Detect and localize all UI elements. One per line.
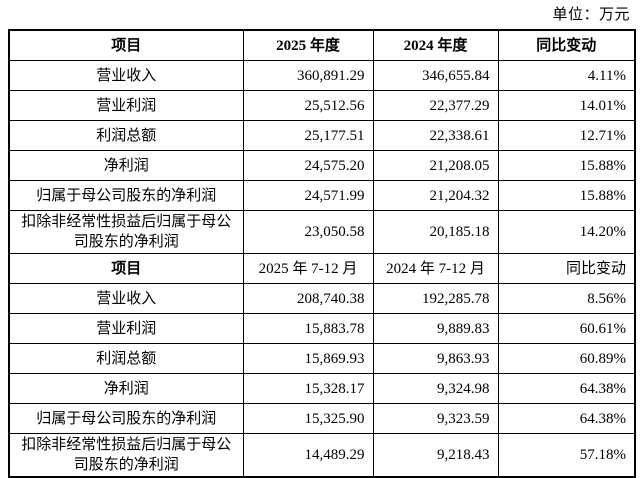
change-value-cell: 14.20% — [497, 210, 636, 254]
current-value-cell: 14,489.29 — [242, 433, 374, 478]
change-value-cell: 4.11% — [497, 60, 636, 91]
header-cell: 2025 年度 — [242, 29, 374, 61]
table-row: 营业收入 360,891.29 346,655.84 4.11% — [8, 60, 636, 91]
half-year-header-row: 项目 2025 年 7-12 月 2024 年 7-12 月同比变动 — [8, 253, 636, 284]
prior-value-cell: 9,323.59 — [372, 403, 499, 434]
current-value-cell: 15,328.17 — [242, 373, 374, 404]
table-row: 归属于母公司股东的净利润 24,571.99 21,204.32 15.88% — [8, 180, 636, 211]
annual-header-row: 项目 2025 年度 2024 年度 同比变动 — [8, 29, 636, 61]
current-value-cell: 24,571.99 — [242, 180, 374, 211]
item-cell: 扣除非经常性损益后归属于母公司股东的净利润 — [8, 210, 244, 254]
table-row: 净利润 24,575.20 21,208.05 15.88% — [8, 150, 636, 181]
header-cell: 同比变动 — [497, 253, 636, 284]
table-row: 营业利润 15,883.78 9,889.83 60.61% — [8, 313, 636, 344]
change-value-cell: 64.38% — [497, 403, 636, 434]
item-cell: 归属于母公司股东的净利润 — [8, 403, 244, 434]
item-cell: 营业利润 — [8, 90, 244, 121]
change-value-cell: 15.88% — [497, 150, 636, 181]
change-value-cell: 64.38% — [497, 373, 636, 404]
prior-value-cell: 9,324.98 — [372, 373, 499, 404]
current-value-cell: 23,050.58 — [242, 210, 374, 254]
table-row: 扣除非经常性损益后归属于母公司股东的净利润 23,050.58 20,185.18 1… — [8, 210, 636, 254]
change-value-cell: 14.01% — [497, 90, 636, 121]
item-cell: 净利润 — [8, 150, 244, 181]
current-value-cell: 15,325.90 — [242, 403, 374, 434]
table-row: 净利润 15,328.17 9,324.98 64.38% — [8, 373, 636, 404]
table-row: 扣除非经常性损益后归属于母公司股东的净利润 14,489.29 9,218.43 57… — [8, 433, 636, 478]
financial-table: 项目 2025 年度 2024 年度 同比变动 营业收入 360,891.29 346,65… — [8, 29, 636, 478]
change-value-cell: 12.71% — [497, 120, 636, 151]
table-row: 营业利润 25,512.56 22,377.29 14.01% — [8, 90, 636, 121]
change-value-cell: 15.88% — [497, 180, 636, 211]
item-cell: 归属于母公司股东的净利润 — [8, 180, 244, 211]
current-value-cell: 360,891.29 — [242, 60, 374, 91]
current-value-cell: 15,869.93 — [242, 343, 374, 374]
header-cell: 项目 — [8, 29, 244, 61]
change-value-cell: 8.56% — [497, 283, 636, 314]
prior-value-cell: 9,863.93 — [372, 343, 499, 374]
item-cell: 利润总额 — [8, 120, 244, 151]
table-row: 归属于母公司股东的净利润 15,325.90 9,323.59 64.38% — [8, 403, 636, 434]
current-value-cell: 25,177.51 — [242, 120, 374, 151]
item-cell: 营业收入 — [8, 283, 244, 314]
prior-value-cell: 9,889.83 — [372, 313, 499, 344]
header-cell: 同比变动 — [497, 29, 636, 61]
header-cell: 项目 — [8, 253, 244, 284]
header-cell: 2024 年 7-12 月 — [372, 253, 499, 284]
header-cell: 2025 年 7-12 月 — [242, 253, 374, 284]
unit-label: 单位：万元 — [552, 7, 630, 23]
table-row: 利润总额 15,869.93 9,863.93 60.89% — [8, 343, 636, 374]
change-value-cell: 57.18% — [497, 433, 636, 478]
current-value-cell: 24,575.20 — [242, 150, 374, 181]
prior-value-cell: 22,338.61 — [372, 120, 499, 151]
current-value-cell: 25,512.56 — [242, 90, 374, 121]
prior-value-cell: 20,185.18 — [372, 210, 499, 254]
prior-value-cell: 192,285.78 — [372, 283, 499, 314]
current-value-cell: 15,883.78 — [242, 313, 374, 344]
change-value-cell: 60.89% — [497, 343, 636, 374]
prior-value-cell: 21,204.32 — [372, 180, 499, 211]
item-cell: 营业利润 — [8, 313, 244, 344]
header-cell: 2024 年度 — [372, 29, 499, 61]
item-cell: 营业收入 — [8, 60, 244, 91]
change-value-cell: 60.61% — [497, 313, 636, 344]
table-row: 利润总额 25,177.51 22,338.61 12.71% — [8, 120, 636, 151]
item-cell: 净利润 — [8, 373, 244, 404]
item-cell: 扣除非经常性损益后归属于母公司股东的净利润 — [8, 433, 244, 478]
item-cell: 利润总额 — [8, 343, 244, 374]
prior-value-cell: 22,377.29 — [372, 90, 499, 121]
prior-value-cell: 346,655.84 — [372, 60, 499, 91]
prior-value-cell: 21,208.05 — [372, 150, 499, 181]
prior-value-cell: 9,218.43 — [372, 433, 499, 478]
table-row: 营业收入 208,740.38 192,285.78 8.56% — [8, 283, 636, 314]
current-value-cell: 208,740.38 — [242, 283, 374, 314]
